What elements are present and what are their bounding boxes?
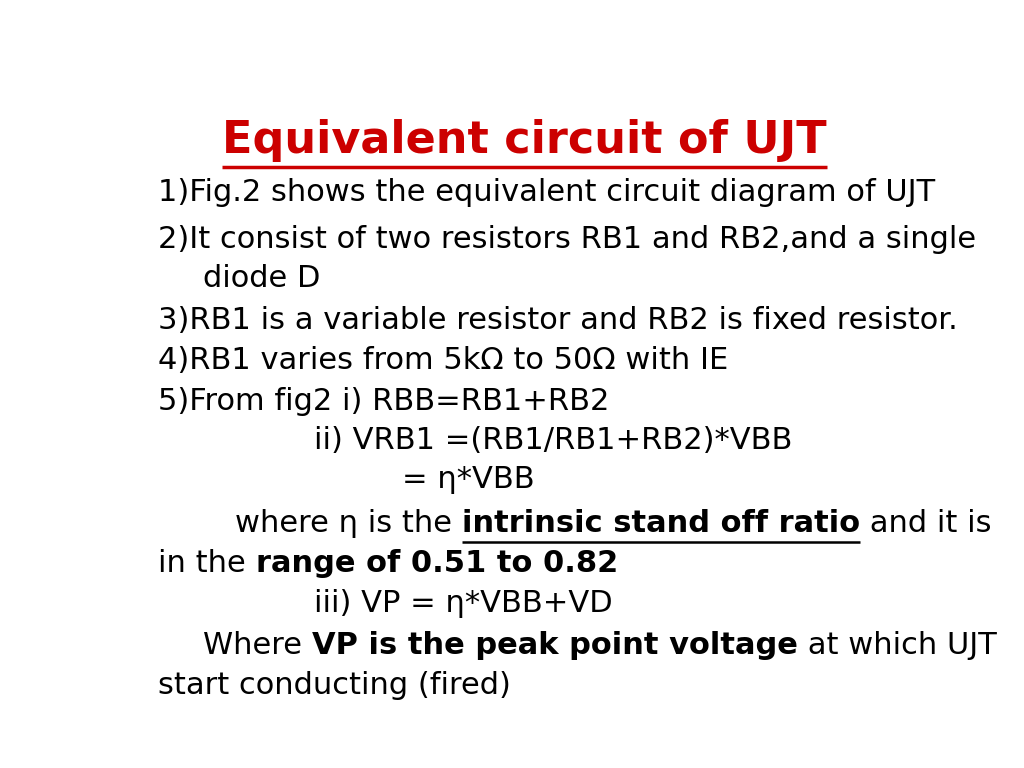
Text: Equivalent circuit of UJT: Equivalent circuit of UJT <box>222 119 827 162</box>
Text: 5)From fig2 i) RBB=RB1+RB2: 5)From fig2 i) RBB=RB1+RB2 <box>158 386 609 415</box>
Text: Where: Where <box>204 631 312 660</box>
Text: diode D: diode D <box>204 263 321 293</box>
Text: 4)RB1 varies from 5kΩ to 50Ω with IE: 4)RB1 varies from 5kΩ to 50Ω with IE <box>158 346 728 376</box>
Text: range of 0.51 to 0.82: range of 0.51 to 0.82 <box>256 548 617 578</box>
Text: and it is: and it is <box>860 509 991 538</box>
Text: = η*VBB: = η*VBB <box>401 465 535 494</box>
Text: VP is the peak point voltage: VP is the peak point voltage <box>312 631 798 660</box>
Text: 1)Fig.2 shows the equivalent circuit diagram of UJT: 1)Fig.2 shows the equivalent circuit dia… <box>158 178 935 207</box>
Text: in the: in the <box>158 548 256 578</box>
Text: intrinsic stand off ratio: intrinsic stand off ratio <box>462 509 860 538</box>
Text: start conducting (fired): start conducting (fired) <box>158 670 511 700</box>
Text: iii) VP = η*VBB+VD: iii) VP = η*VBB+VD <box>314 589 613 618</box>
Text: 3)RB1 is a variable resistor and RB2 is fixed resistor.: 3)RB1 is a variable resistor and RB2 is … <box>158 306 957 336</box>
Text: where η is the: where η is the <box>236 509 462 538</box>
Text: ii) VRB1 =(RB1/RB1+RB2)*VBB: ii) VRB1 =(RB1/RB1+RB2)*VBB <box>314 426 793 455</box>
Text: 2)It consist of two resistors RB1 and RB2,and a single: 2)It consist of two resistors RB1 and RB… <box>158 225 976 254</box>
Text: at which UJT: at which UJT <box>798 631 996 660</box>
